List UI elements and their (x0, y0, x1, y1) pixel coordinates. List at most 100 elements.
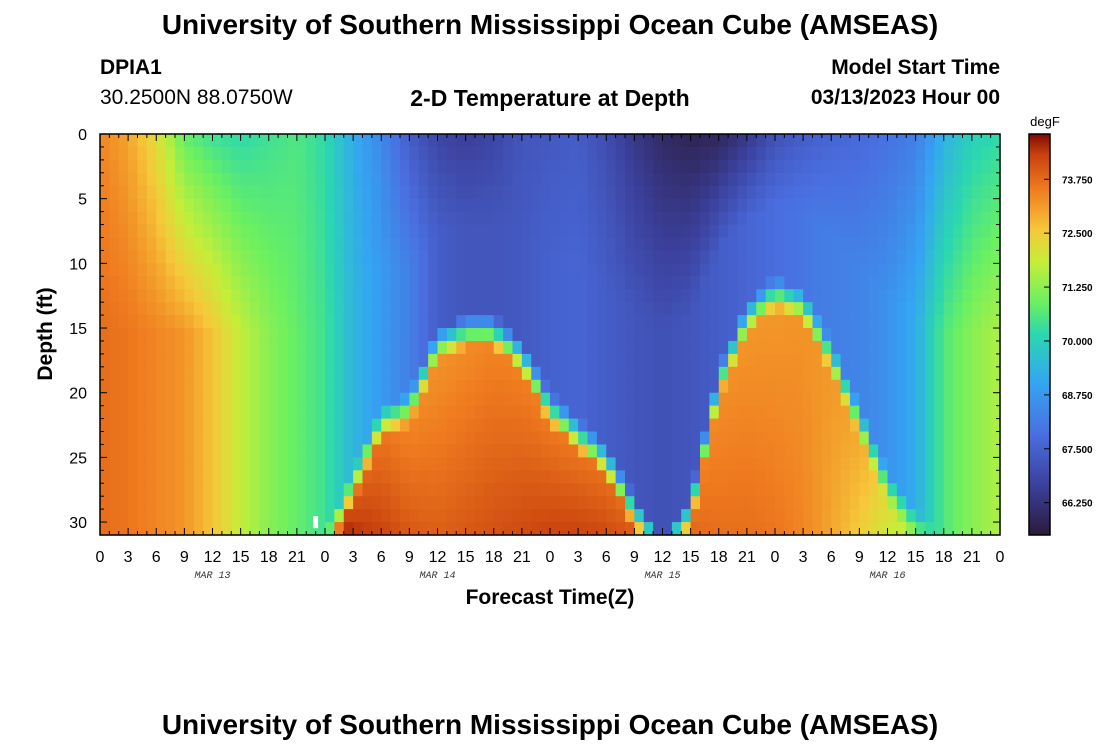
heatmap-cell (625, 340, 635, 355)
heatmap-cell (915, 340, 926, 355)
heatmap-cell (653, 250, 664, 264)
heatmap-cell (437, 496, 448, 510)
heatmap-cell (240, 159, 251, 174)
heatmap-cell (896, 522, 907, 536)
heatmap-cell (803, 340, 814, 355)
heatmap-cell (971, 418, 982, 433)
heatmap-cell (953, 302, 964, 316)
heatmap-cell (428, 134, 439, 148)
heatmap-cell (718, 159, 729, 174)
heatmap-cell (437, 263, 448, 277)
heatmap-cell (568, 185, 579, 200)
heatmap-cell (756, 315, 767, 329)
heatmap-cell (896, 328, 907, 342)
heatmap-cell (437, 289, 448, 303)
heatmap-cell (353, 444, 364, 458)
heatmap-cell (746, 146, 757, 161)
heatmap-cell (896, 366, 907, 381)
heatmap-cell (343, 405, 354, 420)
heatmap-cell (315, 431, 326, 446)
heatmap-cell (540, 224, 551, 239)
heatmap-cell (203, 522, 214, 536)
heatmap-cell (587, 198, 598, 213)
heatmap-cell (981, 483, 992, 497)
heatmap-cell (128, 418, 139, 433)
heatmap-cell (456, 522, 467, 536)
heatmap-cell (353, 353, 364, 368)
heatmap-cell (859, 457, 870, 471)
heatmap-cell (446, 146, 457, 161)
heatmap-cell (831, 185, 842, 200)
heatmap-cell (493, 418, 504, 433)
heatmap-cell (831, 418, 842, 433)
heatmap-cell (409, 198, 420, 213)
heatmap-cell (859, 159, 870, 174)
heatmap-cell (390, 328, 401, 342)
heatmap-cell (334, 457, 345, 471)
heatmap-cell (540, 302, 551, 316)
heatmap-cell (437, 211, 448, 226)
heatmap-cell (221, 366, 232, 381)
heatmap-cell (943, 172, 954, 187)
heatmap-cell (475, 483, 485, 497)
heatmap-cell (259, 457, 270, 471)
heatmap-cell (287, 470, 298, 484)
heatmap-cell (325, 276, 335, 290)
heatmap-cell (128, 159, 139, 174)
heatmap-cell (212, 302, 223, 316)
heatmap-cell (193, 457, 204, 471)
heatmap-cell (728, 470, 739, 484)
heatmap-cell (896, 263, 907, 277)
heatmap-cell (531, 159, 542, 174)
heatmap-cell (550, 496, 560, 510)
heatmap-cell (100, 392, 110, 407)
heatmap-cell (690, 405, 701, 420)
heatmap-cell (250, 185, 260, 200)
heatmap-cell (775, 250, 785, 264)
heatmap-cell (868, 263, 879, 277)
heatmap-cell (193, 146, 204, 161)
heatmap-cell (700, 211, 710, 226)
heatmap-cell (634, 146, 645, 161)
heatmap-cell (925, 418, 935, 433)
heatmap-cell (756, 146, 767, 161)
heatmap-cell (653, 172, 664, 187)
heatmap-cell (681, 211, 692, 226)
heatmap-cell (643, 198, 654, 213)
heatmap-cell (287, 457, 298, 471)
heatmap-cell (325, 379, 335, 394)
heatmap-cell (737, 302, 748, 316)
heatmap-cell (221, 224, 232, 239)
heatmap-cell (587, 146, 598, 161)
heatmap-cell (400, 353, 410, 368)
heatmap-cell (465, 522, 476, 536)
heatmap-cell (362, 392, 373, 407)
heatmap-cell (596, 328, 607, 342)
heatmap-cell (193, 418, 204, 433)
heatmap-cell (259, 470, 270, 484)
heatmap-cell (840, 198, 851, 213)
heatmap-cell (231, 457, 242, 471)
day-label: MAR 14 (419, 571, 455, 582)
heatmap-cell (859, 302, 870, 316)
heatmap-cell (606, 509, 617, 523)
heatmap-cell (868, 237, 879, 252)
heatmap-cell (793, 159, 804, 174)
heatmap-cell (240, 431, 251, 446)
heatmap-cell (221, 392, 232, 407)
heatmap-cell (493, 159, 504, 174)
heatmap-cell (268, 172, 279, 187)
heatmap-cell (428, 483, 439, 497)
heatmap-cell (371, 159, 382, 174)
heatmap-cell (353, 392, 364, 407)
heatmap-cell (812, 392, 823, 407)
heatmap-cell (821, 302, 832, 316)
heatmap-cell (793, 509, 804, 523)
heatmap-cell (662, 224, 673, 239)
heatmap-cell (128, 340, 139, 355)
heatmap-cell (296, 457, 307, 471)
heatmap-cell (212, 496, 223, 510)
heatmap-cell (915, 522, 926, 536)
heatmap-cell (212, 328, 223, 342)
heatmap-cell (681, 276, 692, 290)
